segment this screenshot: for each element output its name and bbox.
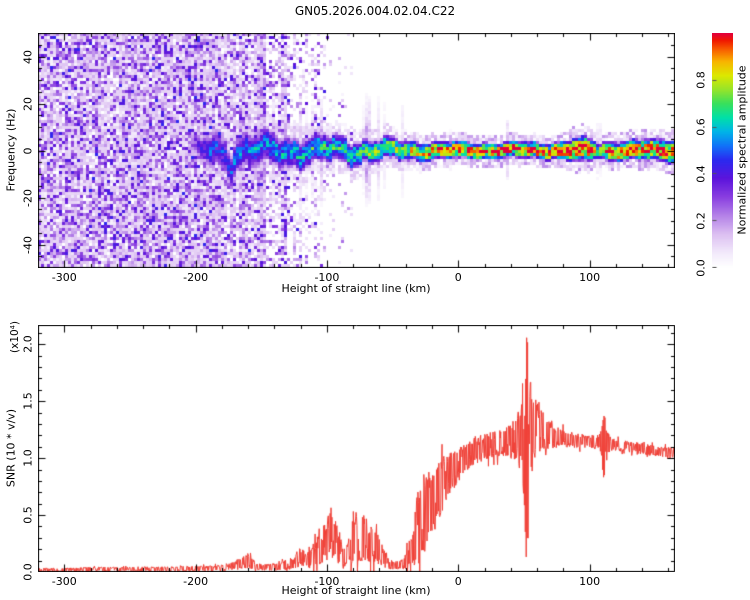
colorbar-tick-label: 0.8 (694, 71, 708, 89)
colorbar-tick-label: 0.4 (694, 165, 708, 183)
x-tick-label: 0 (454, 575, 462, 588)
colorbar-tick-label: 0.6 (694, 118, 708, 136)
snr-xaxis-label: Height of straight line (km) (281, 584, 431, 597)
x-tick-label: 100 (579, 271, 601, 284)
x-tick-label: -200 (183, 575, 209, 588)
y-tick-label: -40 (21, 235, 35, 254)
colorbar-tick-label: 0.0 (694, 259, 708, 277)
x-tick-label: 100 (579, 575, 601, 588)
snr-yaxis-label: SNR (10 * v/v) (4, 408, 18, 488)
y-tick-label: -20 (21, 188, 35, 207)
colorbar-tick-label: 0.2 (694, 212, 708, 230)
x-tick-label: 0 (454, 271, 462, 284)
y-tick-label: 40 (21, 49, 35, 64)
spectrogram-yaxis-label: Frequency (Hz) (4, 108, 18, 192)
snr-plot-canvas (38, 325, 675, 572)
x-tick-label: -100 (314, 575, 340, 588)
y-tick-label: 1.5 (21, 392, 35, 411)
x-tick-label: -100 (314, 271, 340, 284)
spectrogram-xaxis-label: Height of straight line (km) (281, 282, 431, 295)
x-tick-label: -300 (51, 575, 77, 588)
y-tick-label: 1.0 (21, 449, 35, 467)
y-tick-label: 0 (21, 147, 35, 154)
colorbar-canvas (712, 33, 733, 268)
y-tick-label: 0.5 (21, 506, 35, 524)
x-tick-label: -200 (183, 271, 209, 284)
snr-yaxis-scale-note: (x10⁴) (9, 321, 21, 353)
spectrogram-canvas (38, 33, 675, 268)
colorbar-axis-label: Normalized spectral amplitude (735, 65, 749, 235)
figure-title: GN05.2026.004.02.04.C22 (294, 4, 456, 18)
x-tick-label: -300 (51, 271, 77, 284)
y-tick-label: 20 (21, 96, 35, 111)
y-tick-label: 2.0 (21, 335, 35, 354)
y-tick-label: 0.0 (21, 563, 35, 581)
